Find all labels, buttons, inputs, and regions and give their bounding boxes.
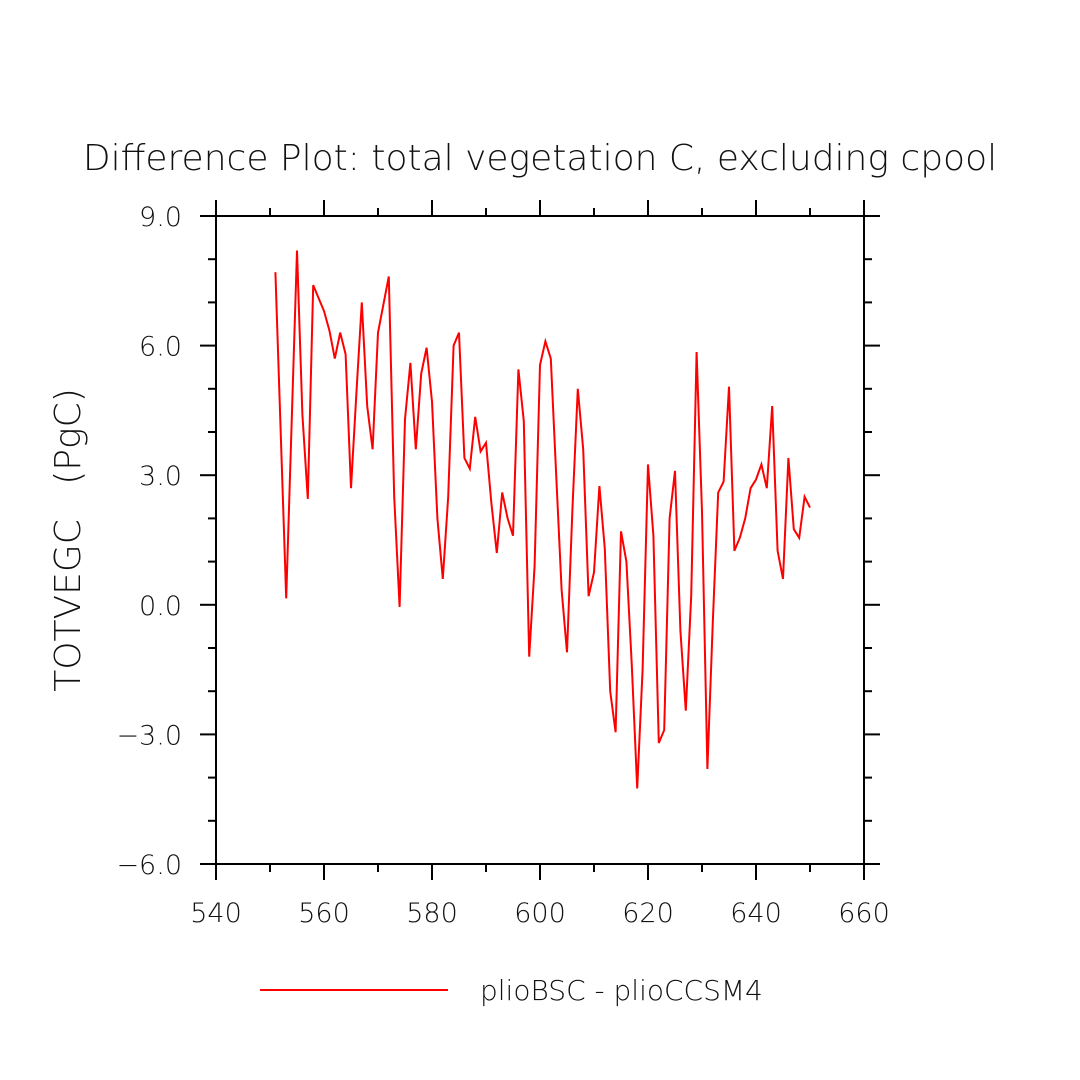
y-tick-label: 9.0 xyxy=(139,202,182,233)
y-axis-title-group: TOTVEGC (PgC) xyxy=(48,388,89,692)
chart-title: Difference Plot: total vegetation C, exc… xyxy=(83,138,997,179)
series-layer xyxy=(274,250,811,789)
y-tick-label: 3.0 xyxy=(139,461,182,492)
axis-ticks xyxy=(200,200,880,880)
legend: plioBSC - plioCCSM4 xyxy=(260,974,763,1007)
y-tick-label: 6.0 xyxy=(139,332,182,363)
tick-labels: 540 560 580 600 620 640 660 −6.0 −3.0 0.0 3.0 6.0 9.… xyxy=(116,202,889,929)
x-tick-label: 580 xyxy=(406,898,458,929)
x-tick-label: 640 xyxy=(730,898,782,929)
x-tick-label: 540 xyxy=(190,898,242,929)
y-axis-title: TOTVEGC (PgC) xyxy=(48,388,89,692)
x-tick-label: 620 xyxy=(622,898,674,929)
y-tick-label: 0.0 xyxy=(139,591,182,622)
x-tick-label: 600 xyxy=(514,898,566,929)
y-tick-label: −3.0 xyxy=(116,720,182,751)
y-tick-label: −6.0 xyxy=(116,850,182,881)
x-tick-label: 660 xyxy=(838,898,890,929)
legend-label: plioBSC - plioCCSM4 xyxy=(480,974,763,1007)
series-line xyxy=(274,250,811,789)
x-tick-label: 560 xyxy=(298,898,350,929)
